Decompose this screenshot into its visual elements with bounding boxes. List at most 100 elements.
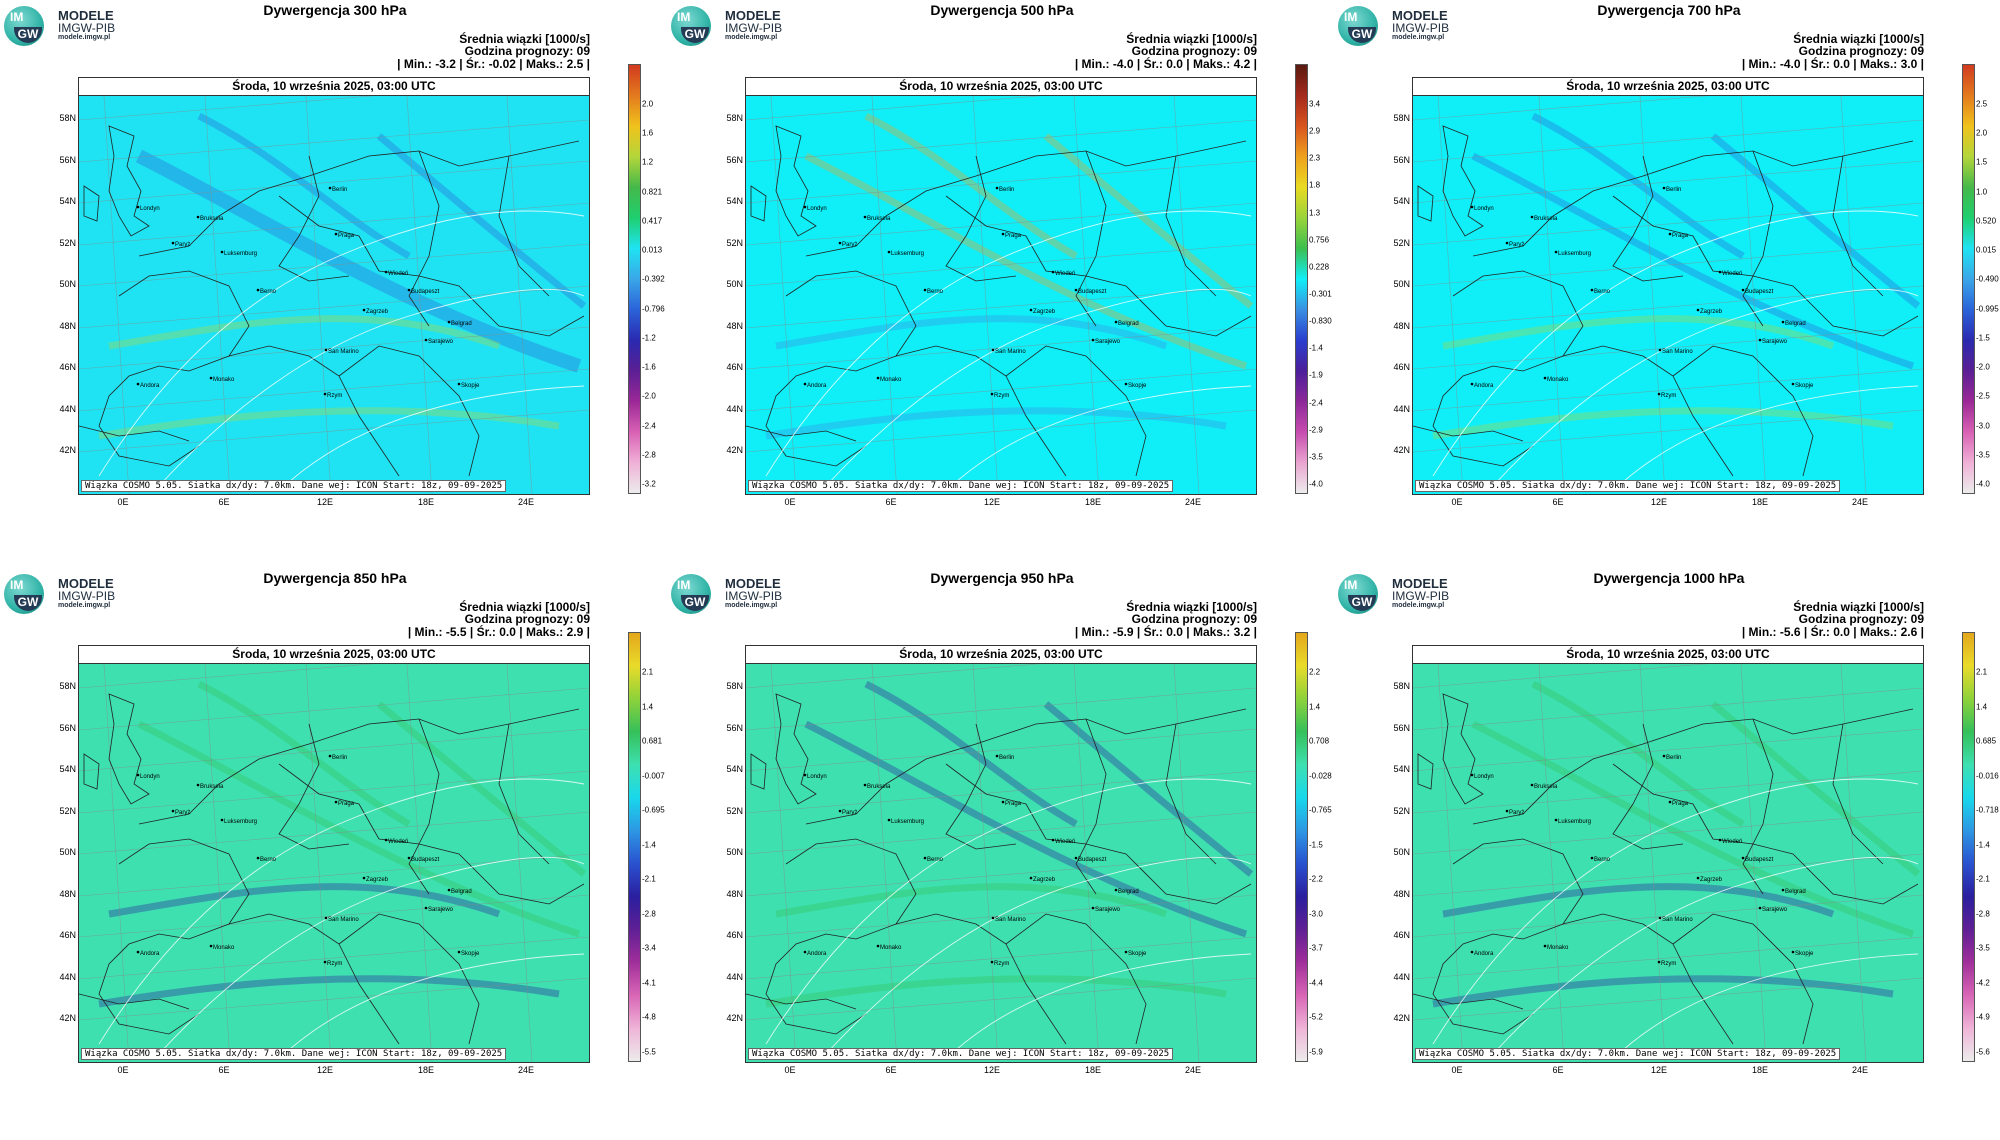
lon-label: 18E [1084, 497, 1102, 507]
city-label: Rzym [994, 961, 1010, 967]
lat-label: 58N [1393, 681, 1410, 691]
longitude-axis: 0E 6E 12E 18E 24E [1412, 1065, 1922, 1081]
colorbar-tick-label: 0.681 [642, 736, 663, 746]
longitude-axis: 0E 6E 12E 18E 24E [78, 497, 588, 513]
map-canvas [79, 96, 589, 494]
city-label: San Marino [1662, 917, 1693, 923]
lat-label: 48N [726, 321, 743, 331]
city-label: Budapeszt [1745, 857, 1774, 863]
colorbar-tick-label: -3.0 [1309, 909, 1323, 919]
city-label: Paryż [175, 242, 191, 248]
logo-im-text: IM [1344, 10, 1358, 24]
colorbar-tick-label: 2.0 [1976, 128, 1988, 138]
colorbar-tick-label: -4.8 [642, 1012, 656, 1022]
city-label: Budapeszt [411, 289, 440, 295]
colorbar-tick-label: -3.0 [1976, 421, 1990, 431]
colorbar-tick-label: -1.5 [1976, 333, 1990, 343]
colorbar-tick-label: 2.1 [1976, 667, 1988, 677]
city-label: Londyn [807, 774, 827, 780]
colorbar-tick-label: -0.995 [1976, 304, 1999, 314]
lat-label: 56N [726, 723, 743, 733]
valid-time-header: Środa, 10 września 2025, 03:00 UTC [746, 646, 1256, 664]
ensemble-subtitle: Średnia wiązki [1000/s] [459, 32, 590, 46]
lat-label: 44N [1393, 972, 1410, 982]
model-footer: Wiązka COSMO 5.05. Siatka dx/dy: 7.0km. … [1415, 1048, 1841, 1060]
lon-label: 6E [885, 1065, 897, 1075]
map-canvas [79, 664, 589, 1062]
logo-org: IMGW-PIB [58, 589, 116, 603]
field-stats: | Min.: -5.6 | Śr.: 0.0 | Maks.: 2.6 | [1741, 625, 1924, 639]
map-panel: IM GW MODELE IMGW-PIB modele.imgw.pl Dyw… [667, 2, 1333, 572]
lat-label: 42N [59, 445, 76, 455]
lat-label: 46N [59, 362, 76, 372]
colorbar-tick-label: -2.1 [642, 874, 656, 884]
colorbar-tick-label: -2.8 [642, 909, 656, 919]
lat-label: 58N [59, 681, 76, 691]
lat-label: 50N [59, 847, 76, 857]
city-label: Berlin [332, 755, 348, 761]
colorbar-tick-label: -4.0 [1309, 479, 1323, 489]
imgw-logo: IM GW MODELE IMGW-PIB modele.imgw.pl [1338, 574, 1458, 616]
colorbar-tick-label: 0.228 [1309, 262, 1330, 272]
map-frame: Środa, 10 września 2025, 03:00 UTC Wiązk… [745, 645, 1257, 1063]
lat-label: 56N [1393, 155, 1410, 165]
lon-label: 24E [517, 497, 535, 507]
map-frame: Środa, 10 września 2025, 03:00 UTC Wiązk… [1412, 645, 1924, 1063]
valid-time-header: Środa, 10 września 2025, 03:00 UTC [1413, 78, 1923, 96]
colorbar-tick-label: -4.4 [1309, 978, 1323, 988]
lat-label: 44N [59, 972, 76, 982]
lat-label: 42N [726, 445, 743, 455]
latitude-axis: 58N 56N 54N 52N 50N 48N 46N 44N 42N [707, 663, 743, 1063]
city-label: Bruksela [200, 784, 224, 790]
city-label: Budapeszt [1745, 289, 1774, 295]
city-label: Berlin [999, 187, 1015, 193]
colorbar-tick-label: 1.8 [1309, 180, 1321, 190]
latitude-axis: 58N 56N 54N 52N 50N 48N 46N 44N 42N [1374, 95, 1410, 495]
logo-emblem: IM GW [671, 6, 711, 46]
colorbar-ticks: 2.0 1.6 1.2 0.821 0.417 0.013 -0.392 -0.796 -1.2… [642, 64, 672, 494]
forecast-hour: Godzina prognozy: 09 [1798, 44, 1924, 58]
colorbar-tick-label: -2.4 [642, 421, 656, 431]
colorbar-tick-label: -0.007 [642, 771, 665, 781]
ensemble-subtitle: Średnia wiązki [1000/s] [1126, 32, 1257, 46]
lat-label: 58N [59, 113, 76, 123]
colorbar-tick-label: 0.756 [1309, 235, 1330, 245]
logo-org: IMGW-PIB [725, 589, 783, 603]
map-panel: IM GW MODELE IMGW-PIB modele.imgw.pl Dyw… [1334, 2, 2000, 572]
colorbar-tick-label: 2.5 [1976, 99, 1988, 109]
lat-label: 52N [1393, 238, 1410, 248]
ensemble-subtitle: Średnia wiązki [1000/s] [1793, 600, 1924, 614]
valid-time-header: Środa, 10 września 2025, 03:00 UTC [79, 646, 589, 664]
valid-time-header: Środa, 10 września 2025, 03:00 UTC [79, 78, 589, 96]
map-canvas [746, 664, 1256, 1062]
colorbar-tick-label: -0.490 [1976, 274, 1999, 284]
lon-label: 18E [417, 497, 435, 507]
colorbar [628, 64, 641, 494]
logo-emblem: IM GW [671, 574, 711, 614]
imgw-logo: IM GW MODELE IMGW-PIB modele.imgw.pl [671, 6, 791, 48]
colorbar-tick-label: 1.3 [1309, 208, 1321, 218]
city-label: San Marino [1662, 349, 1693, 355]
lat-label: 44N [1393, 404, 1410, 414]
colorbar-tick-label: 1.2 [642, 157, 654, 167]
lat-label: 52N [59, 806, 76, 816]
colorbar-tick-label: -2.9 [1309, 425, 1323, 435]
colorbar-tick-label: 2.1 [642, 667, 654, 677]
lon-label: 0E [117, 1065, 129, 1075]
colorbar [628, 632, 641, 1062]
colorbar-tick-label: 3.4 [1309, 99, 1321, 109]
lat-label: 48N [59, 889, 76, 899]
city-label: Londyn [140, 206, 160, 212]
city-label: Skopje [1795, 951, 1814, 957]
colorbar-ticks: 3.4 2.9 2.3 1.8 1.3 0.756 0.228 -0.301 -0.830 -1.… [1309, 64, 1339, 494]
city-label: Luksemburg [891, 819, 925, 825]
map-frame: Środa, 10 września 2025, 03:00 UTC Wiązk… [78, 77, 590, 495]
colorbar-tick-label: -4.1 [642, 978, 656, 988]
colorbar-tick-label: 2.3 [1309, 153, 1321, 163]
city-label: Zagrzeb [1033, 309, 1056, 315]
city-label: San Marino [328, 349, 359, 355]
logo-gw-text: GW [681, 27, 709, 43]
colorbar-tick-label: -4.2 [1976, 978, 1990, 988]
lon-label: 0E [1451, 1065, 1463, 1075]
city-label: Paryż [1509, 242, 1525, 248]
